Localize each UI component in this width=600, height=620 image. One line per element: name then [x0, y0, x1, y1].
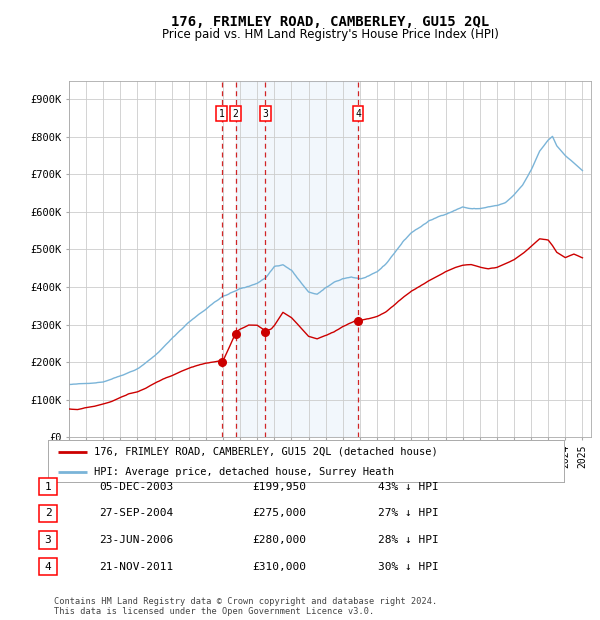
Text: 28% ↓ HPI: 28% ↓ HPI	[378, 535, 439, 545]
Text: 05-DEC-2003: 05-DEC-2003	[99, 482, 173, 492]
Text: 176, FRIMLEY ROAD, CAMBERLEY, GU15 2QL: 176, FRIMLEY ROAD, CAMBERLEY, GU15 2QL	[171, 16, 489, 30]
Text: £280,000: £280,000	[252, 535, 306, 545]
Text: 2: 2	[44, 508, 52, 518]
Text: 2: 2	[233, 108, 239, 118]
Text: 1: 1	[44, 482, 52, 492]
Text: £199,950: £199,950	[252, 482, 306, 492]
Bar	[236, 81, 358, 437]
Text: 3: 3	[263, 108, 268, 118]
Text: £310,000: £310,000	[252, 562, 306, 572]
Text: 1: 1	[219, 108, 224, 118]
Text: This data is licensed under the Open Government Licence v3.0.: This data is licensed under the Open Gov…	[54, 606, 374, 616]
Text: 3: 3	[44, 535, 52, 545]
Text: 4: 4	[44, 562, 52, 572]
Text: 176, FRIMLEY ROAD, CAMBERLEY, GU15 2QL (detached house): 176, FRIMLEY ROAD, CAMBERLEY, GU15 2QL (…	[94, 446, 438, 456]
Text: 27-SEP-2004: 27-SEP-2004	[99, 508, 173, 518]
Text: 43% ↓ HPI: 43% ↓ HPI	[378, 482, 439, 492]
Text: 4: 4	[355, 108, 361, 118]
Text: 27% ↓ HPI: 27% ↓ HPI	[378, 508, 439, 518]
Text: Contains HM Land Registry data © Crown copyright and database right 2024.: Contains HM Land Registry data © Crown c…	[54, 597, 437, 606]
Text: £275,000: £275,000	[252, 508, 306, 518]
Text: 21-NOV-2011: 21-NOV-2011	[99, 562, 173, 572]
Text: 23-JUN-2006: 23-JUN-2006	[99, 535, 173, 545]
Text: Price paid vs. HM Land Registry's House Price Index (HPI): Price paid vs. HM Land Registry's House …	[161, 28, 499, 41]
Text: HPI: Average price, detached house, Surrey Heath: HPI: Average price, detached house, Surr…	[94, 467, 394, 477]
Text: 30% ↓ HPI: 30% ↓ HPI	[378, 562, 439, 572]
